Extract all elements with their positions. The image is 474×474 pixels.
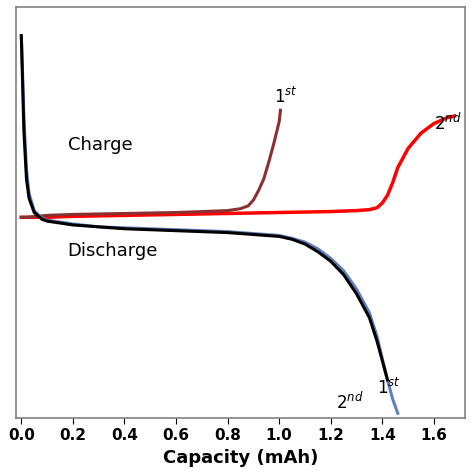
X-axis label: Capacity (mAh): Capacity (mAh) [163, 449, 318, 467]
Text: Charge: Charge [68, 137, 132, 155]
Text: 2$^{nd}$: 2$^{nd}$ [434, 112, 462, 133]
Text: 1$^{st}$: 1$^{st}$ [377, 378, 401, 398]
Text: 2$^{nd}$: 2$^{nd}$ [336, 392, 364, 412]
Text: 1$^{st}$: 1$^{st}$ [274, 86, 298, 107]
Text: Discharge: Discharge [68, 242, 158, 260]
